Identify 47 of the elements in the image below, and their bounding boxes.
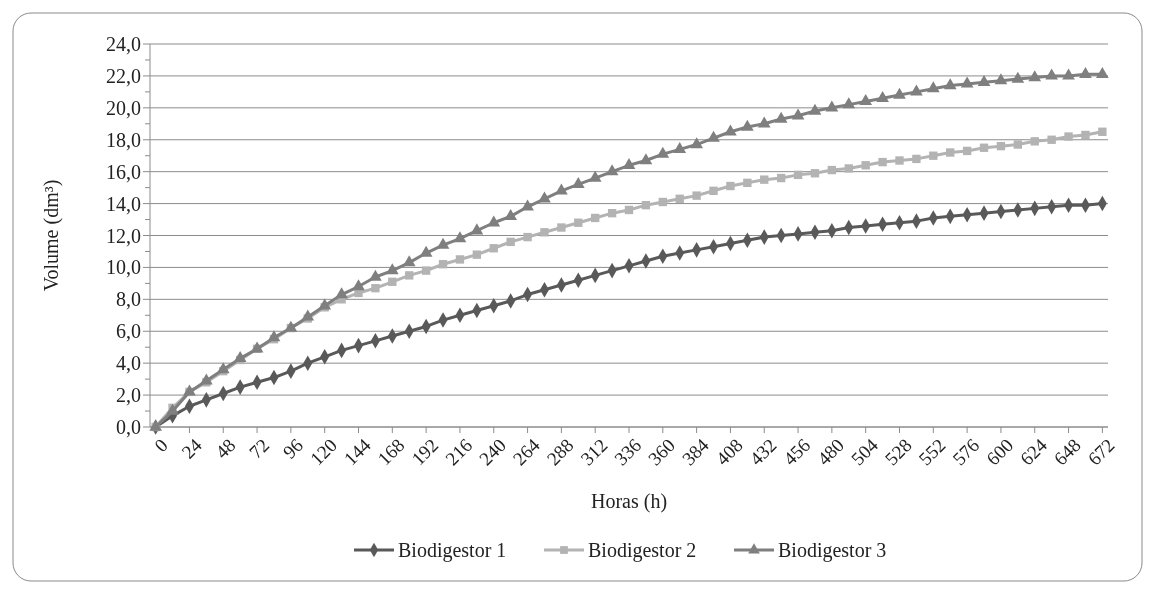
x-tick-label: 576 — [948, 434, 984, 470]
y-tick-label: 24,0 — [106, 33, 141, 55]
x-tick-label: 624 — [1015, 434, 1052, 470]
x-tick-label: 648 — [1049, 434, 1085, 470]
x-tick-label: 72 — [245, 434, 274, 463]
y-tick-label: 2,0 — [116, 384, 141, 407]
x-tick-label: 24 — [177, 434, 207, 463]
y-tick-label: 16,0 — [106, 160, 141, 183]
x-axis-title: Horas (h) — [590, 490, 668, 513]
x-tick-label: 456 — [779, 434, 815, 470]
x-tick-label: 408 — [711, 434, 747, 470]
y-tick-label: 0,0 — [116, 416, 141, 438]
y-tick-label: 10,0 — [106, 256, 141, 279]
x-tick-label: 336 — [610, 434, 646, 470]
x-tick-label: 216 — [441, 434, 477, 470]
y-tick-label: 4,0 — [116, 352, 141, 375]
x-tick-label: 240 — [474, 434, 510, 470]
x-tick-label: 528 — [880, 434, 916, 470]
y-tick-label: 6,0 — [116, 320, 141, 343]
x-tick-label: 120 — [305, 434, 341, 470]
legend-label: Biodigestor 2 — [588, 539, 697, 562]
y-tick-label: 8,0 — [116, 288, 141, 311]
x-tick-label: 0 — [150, 434, 172, 456]
x-tick-label: 672 — [1083, 434, 1119, 470]
x-tick-label: 600 — [982, 434, 1018, 470]
x-tick-label: 168 — [373, 434, 409, 470]
y-tick-label: 14,0 — [106, 192, 141, 215]
y-axis-title: Volume (dm³) — [40, 179, 63, 292]
x-tick-label: 192 — [407, 434, 443, 470]
x-tick-label: 264 — [508, 434, 545, 470]
legend-label: Biodigestor 1 — [398, 539, 507, 562]
y-tick-label: 18,0 — [106, 128, 141, 151]
y-tick-label: 22,0 — [106, 64, 141, 87]
x-tick-label: 552 — [914, 434, 950, 470]
x-tick-label: 360 — [644, 434, 680, 470]
x-tick-label: 504 — [846, 434, 883, 470]
y-tick-label: 20,0 — [106, 96, 141, 119]
x-tick-label: 48 — [211, 434, 240, 463]
x-tick-label: 144 — [339, 434, 376, 470]
x-tick-label: 384 — [677, 434, 714, 470]
y-tick-label: 12,0 — [106, 224, 141, 247]
x-tick-label: 480 — [813, 434, 849, 470]
legend-label: Biodigestor 3 — [778, 539, 887, 562]
x-tick-label: 432 — [745, 434, 781, 470]
x-tick-label: 312 — [576, 434, 612, 470]
x-tick-label: 96 — [278, 434, 308, 463]
x-tick-label: 288 — [542, 434, 578, 470]
